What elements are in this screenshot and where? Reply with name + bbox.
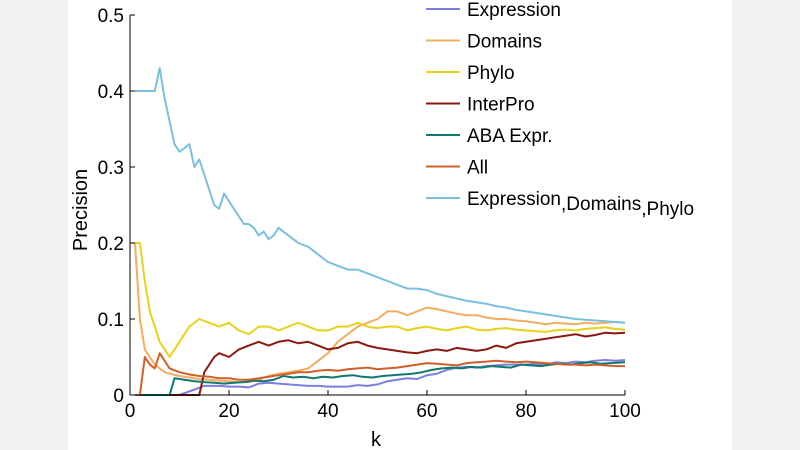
y-tick-label: 0.3 (98, 158, 124, 179)
series-line-5 (135, 352, 625, 396)
x-tick-label: 100 (609, 401, 641, 422)
series-line-3 (135, 331, 626, 396)
y-tick-label: 0 (113, 386, 124, 407)
legend-label-3: InterPro (467, 95, 535, 116)
legend-label-1: Domains (467, 32, 542, 53)
figure-canvas: 0 20 40 60 80 100 0 0.1 0.2 0.3 0.4 0.5 k Precision… (68, 0, 732, 450)
y-tick-label: 0.1 (98, 310, 124, 331)
series-layer (134, 67, 626, 396)
series-line-2 (135, 242, 626, 358)
x-tick-label: 40 (317, 401, 338, 422)
legend-label-6: Expression,Domains,Phylo (467, 189, 694, 220)
x-tick-label: 80 (515, 401, 536, 422)
series-line-6 (135, 67, 626, 324)
y-axis-label: Precision (70, 169, 92, 251)
legend-label-0: Expression (467, 0, 561, 21)
legend: Expression Domains Phylo InterPro ABA Expr. A… (426, 0, 694, 220)
x-axis-label: k (371, 429, 382, 450)
series-line-4 (135, 361, 626, 396)
y-tick-label: 0.4 (98, 82, 125, 103)
series-line-1 (134, 242, 626, 384)
line-chart: 0 20 40 60 80 100 0 0.1 0.2 0.3 0.4 0.5 k Precision… (70, 0, 694, 450)
y-tick-label: 0.5 (98, 6, 124, 27)
x-tick-label: 20 (218, 401, 239, 422)
legend-label-2: Phylo (467, 63, 515, 84)
x-tick-label: 60 (416, 401, 437, 422)
y-tick-label: 0.2 (98, 234, 124, 255)
axes: 0 20 40 60 80 100 0 0.1 0.2 0.3 0.4 0.5 (98, 6, 641, 422)
legend-label-4: ABA Expr. (467, 126, 553, 147)
legend-label-5: All (467, 158, 488, 179)
x-tick-label: 0 (125, 401, 136, 422)
